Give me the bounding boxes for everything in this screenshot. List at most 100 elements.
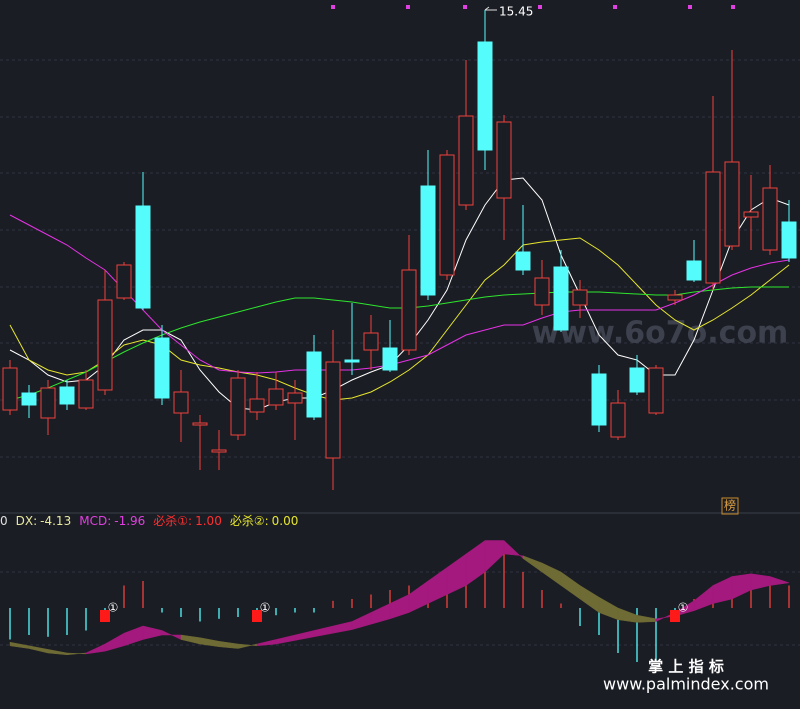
ribbon-segment <box>598 596 619 621</box>
status-value: -1.96 <box>114 514 146 528</box>
ribbon-segment <box>237 643 258 649</box>
status-value: 0.00 <box>271 514 299 528</box>
candle-body <box>135 205 151 309</box>
status-item: 必杀②: 0.00 <box>230 513 299 529</box>
ribbon-segment <box>731 573 752 600</box>
candle-body <box>629 367 645 393</box>
ribbon-segment <box>769 576 790 586</box>
dot <box>406 5 410 9</box>
candle-body <box>534 277 550 306</box>
ribbon-segment <box>560 571 581 600</box>
dot <box>331 5 335 9</box>
candle-body <box>648 367 664 414</box>
ribbon-segment <box>465 540 486 586</box>
candle-body <box>591 373 607 426</box>
ribbon-segment <box>313 625 334 638</box>
candle-body <box>173 391 189 414</box>
signal-symbol: ① <box>108 601 119 615</box>
ribbon-segment <box>446 553 467 595</box>
grid <box>0 59 800 646</box>
status-name: DX: <box>15 514 38 528</box>
status-item: MCD: -1.96 <box>79 513 145 529</box>
candle-body <box>325 361 341 459</box>
candle-body <box>382 347 398 371</box>
candle-body <box>97 299 113 391</box>
top-dots <box>331 5 735 9</box>
badge: 榜 <box>724 498 736 513</box>
signal-symbol: ① <box>260 601 271 615</box>
status-item: DX: -4.13 <box>16 513 72 529</box>
candle-body <box>344 359 360 363</box>
ribbon-segment <box>85 643 106 655</box>
dot <box>731 5 735 9</box>
candle-body <box>268 388 284 406</box>
ribbon-segment <box>123 625 144 647</box>
dot <box>463 5 467 9</box>
candle-body <box>2 367 18 411</box>
status-name: 0 <box>0 514 8 528</box>
candle-body <box>401 269 417 351</box>
ribbon-segment <box>712 576 733 604</box>
ma-line <box>9 286 789 401</box>
candle-body <box>686 260 702 281</box>
indicator-status: 0 DX: -4.13 MCD: -1.96 必杀①: 1.00 必杀②: 0.00 <box>0 513 298 529</box>
ribbon-segment <box>332 621 353 634</box>
ribbon-segment <box>351 612 372 630</box>
ribbon-segment <box>180 634 201 645</box>
ribbon-segment <box>256 639 277 647</box>
site: www.palmindex.com <box>603 675 769 694</box>
candle-body <box>78 379 94 409</box>
ribbon-segment <box>294 630 315 641</box>
candle-body <box>192 422 208 426</box>
candle-body <box>762 187 778 251</box>
ribbon-segment <box>503 539 524 560</box>
candle-body <box>154 337 170 399</box>
candle-body <box>439 154 455 276</box>
dot <box>538 5 542 9</box>
ribbon-segment <box>427 567 448 604</box>
candle-body <box>420 185 436 296</box>
ribbon-segment <box>218 641 239 649</box>
status-name: MCD: <box>79 514 112 528</box>
candle-body <box>211 449 227 453</box>
signal-marker <box>670 610 680 622</box>
ribbon-segment <box>522 555 543 573</box>
candle-body <box>458 115 474 206</box>
ribbon-segment <box>28 645 49 654</box>
ribbon-segment <box>389 594 410 620</box>
ribbon-segment <box>66 652 87 656</box>
candle-body <box>781 221 797 259</box>
ribbon-segment <box>9 641 30 649</box>
signal-symbol: ① <box>678 601 689 615</box>
ribbon-segment <box>541 562 562 586</box>
candle-body <box>553 266 569 331</box>
ribbon-segment <box>47 649 68 656</box>
ribbon-segment <box>617 607 638 623</box>
brand: 掌 上 指 标 <box>648 658 724 676</box>
signal-marker <box>252 610 262 622</box>
candle-body <box>610 402 626 438</box>
status-value: -4.13 <box>40 514 72 528</box>
status-item: 0 <box>0 513 8 529</box>
annotation-label: 15.45 <box>499 5 533 19</box>
candle-body <box>230 377 246 436</box>
ribbon-segment <box>750 573 771 591</box>
candle-body <box>496 121 512 199</box>
watermark: www.6o7o.com <box>532 316 789 351</box>
ribbon-segment <box>370 603 391 625</box>
candle-body <box>306 351 322 418</box>
candle-body <box>667 294 683 301</box>
candle-body <box>21 392 37 406</box>
ribbon-segment <box>104 632 125 652</box>
ribbon-segment <box>579 585 600 613</box>
ribbon-segment <box>275 634 296 645</box>
candle-body <box>59 386 75 405</box>
status-item: 必杀①: 1.00 <box>153 513 222 529</box>
ma-line <box>9 237 790 401</box>
ribbon-segment <box>636 614 657 623</box>
status-name: 必杀②: <box>229 514 269 528</box>
candle-body <box>515 251 531 271</box>
ribbon-segment <box>199 637 220 647</box>
